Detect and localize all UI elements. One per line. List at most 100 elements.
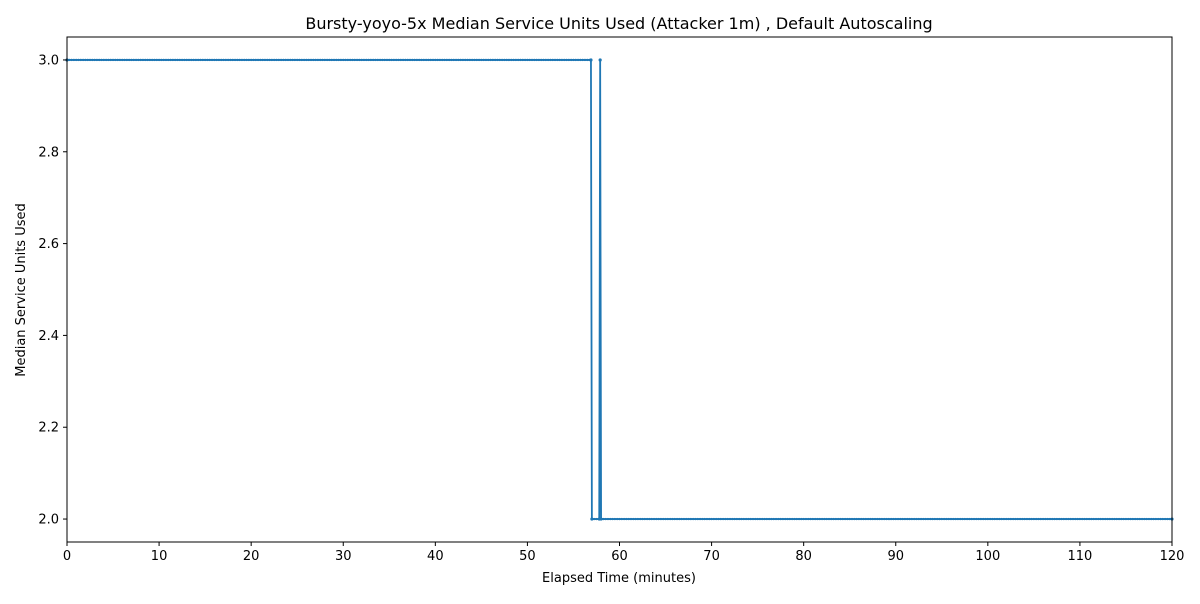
data-point: [733, 517, 736, 521]
data-point: [850, 517, 854, 521]
data-point: [208, 58, 211, 62]
data-point: [528, 58, 531, 62]
data-point: [220, 58, 223, 62]
data-point: [484, 58, 488, 62]
x-tick-label: 40: [427, 549, 444, 564]
data-point: [231, 58, 234, 62]
data-point: [121, 58, 124, 62]
data-point: [307, 58, 310, 62]
data-point: [947, 517, 950, 521]
data-point: [1127, 517, 1130, 521]
data-point: [710, 517, 713, 521]
data-point: [673, 517, 676, 521]
data-point: [988, 517, 992, 521]
data-point: [871, 517, 874, 521]
data-point: [901, 517, 904, 521]
data-point: [408, 58, 412, 62]
data-point: [1099, 517, 1102, 521]
data-point: [643, 517, 647, 521]
data-point: [424, 58, 428, 62]
data-point: [240, 58, 244, 62]
data-point: [249, 58, 253, 62]
data-point: [970, 517, 973, 521]
data-point: [360, 58, 363, 62]
data-point: [549, 58, 552, 62]
data-point: [956, 517, 960, 521]
data-point: [873, 517, 877, 521]
data-point: [1159, 517, 1162, 521]
x-tick-label: 0: [63, 549, 71, 564]
data-point: [598, 58, 602, 62]
data-point: [378, 58, 382, 62]
data-point: [910, 517, 914, 521]
data-point: [965, 517, 969, 521]
data-point: [708, 517, 711, 521]
data-point: [747, 517, 750, 521]
data-point: [86, 58, 89, 62]
data-point: [514, 58, 518, 62]
data-point: [793, 517, 796, 521]
x-tick-label: 50: [519, 549, 536, 564]
data-point: [496, 58, 499, 62]
data-point: [194, 58, 198, 62]
x-tick-label: 30: [335, 549, 352, 564]
data-point: [620, 517, 624, 521]
data-point: [245, 58, 248, 62]
data-point: [116, 58, 119, 62]
data-point: [118, 58, 122, 62]
data-point: [609, 517, 612, 521]
y-axis: 2.0 2.2 2.4 2.6 2.8 3.0: [38, 53, 67, 528]
data-point: [915, 517, 918, 521]
data-point: [178, 58, 182, 62]
data-point: [348, 58, 352, 62]
data-point: [1081, 517, 1084, 521]
data-point: [1028, 517, 1031, 521]
data-point: [896, 517, 900, 521]
data-point: [1092, 517, 1095, 521]
data-point: [438, 58, 442, 62]
data-point: [210, 58, 214, 62]
data-point: [682, 517, 686, 521]
data-point: [841, 517, 845, 521]
data-point: [535, 58, 538, 62]
data-point: [1002, 517, 1006, 521]
data-point: [717, 517, 720, 521]
data-point: [671, 517, 674, 521]
data-point: [176, 58, 179, 62]
data-point: [199, 58, 202, 62]
data-point: [639, 517, 642, 521]
y-tick-label: 2.4: [38, 329, 59, 344]
data-point: [1124, 517, 1128, 521]
data-point: [475, 58, 478, 62]
data-point: [505, 58, 508, 62]
data-point: [615, 517, 619, 521]
data-point: [268, 58, 271, 62]
data-point: [802, 517, 805, 521]
data-point: [353, 58, 356, 62]
data-point: [698, 517, 702, 521]
data-point: [611, 517, 614, 521]
y-tick-label: 2.8: [38, 145, 59, 160]
data-point: [795, 517, 798, 521]
data-point: [807, 517, 810, 521]
data-point: [332, 58, 336, 62]
data-point: [429, 58, 432, 62]
data-point: [774, 517, 778, 521]
data-point: [270, 58, 274, 62]
data-point: [362, 58, 366, 62]
x-tick-label: 120: [1160, 549, 1185, 564]
data-point: [860, 517, 863, 521]
data-point: [825, 517, 828, 521]
data-point: [657, 517, 660, 521]
data-point: [243, 58, 246, 62]
data-point: [358, 58, 361, 62]
data-point: [576, 58, 580, 62]
data-point: [1051, 517, 1054, 521]
data-point: [777, 517, 780, 521]
data-point: [975, 517, 978, 521]
data-point: [279, 58, 283, 62]
data-point: [972, 517, 976, 521]
data-point: [498, 58, 501, 62]
data-point: [261, 58, 264, 62]
data-point: [1090, 517, 1093, 521]
